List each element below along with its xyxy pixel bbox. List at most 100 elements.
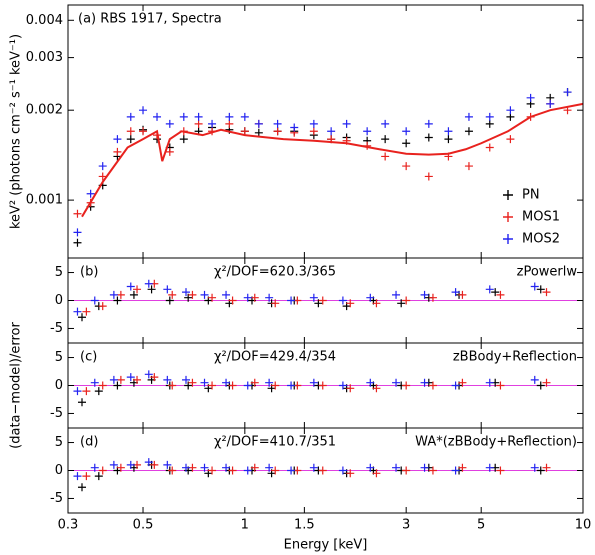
- legend-label: PN: [522, 188, 540, 203]
- data-point: [200, 290, 209, 299]
- data-point: [208, 119, 217, 128]
- data-point: [485, 463, 494, 472]
- data-point: [240, 112, 249, 121]
- y-tick-label: 0: [55, 463, 63, 478]
- data-point: [491, 288, 500, 297]
- data-point: [309, 127, 318, 136]
- legend-marker: [503, 190, 513, 200]
- data-point: [309, 293, 318, 302]
- data-point: [496, 290, 505, 299]
- data-point: [90, 296, 99, 305]
- data-point: [372, 469, 381, 478]
- data-point: [225, 119, 234, 128]
- data-point: [208, 293, 217, 302]
- data-point: [73, 387, 82, 396]
- data-point: [402, 381, 411, 390]
- data-point: [77, 313, 86, 322]
- data-point: [506, 106, 515, 115]
- data-point: [129, 290, 138, 299]
- data-point: [542, 288, 551, 297]
- data-point: [402, 296, 411, 305]
- data-point: [464, 112, 473, 121]
- data-point: [200, 378, 209, 387]
- data-point: [309, 378, 318, 387]
- data-point: [165, 119, 174, 128]
- data-point: [485, 112, 494, 121]
- data-point: [392, 290, 401, 299]
- data-point: [153, 112, 162, 121]
- legend-marker: [503, 234, 513, 244]
- data-point: [168, 466, 177, 475]
- data-point: [309, 463, 318, 472]
- data-point: [424, 119, 433, 128]
- data-point: [542, 463, 551, 472]
- data-point: [506, 135, 515, 144]
- data-point: [381, 119, 390, 128]
- data-point: [265, 293, 274, 302]
- data-point: [77, 398, 86, 407]
- data-point: [73, 238, 82, 247]
- data-point: [397, 299, 406, 308]
- data-point: [90, 378, 99, 387]
- data-point: [163, 375, 172, 384]
- x-tick-label: 3: [402, 518, 410, 533]
- data-point: [113, 296, 122, 305]
- data-point: [113, 147, 122, 156]
- data-point: [424, 172, 433, 181]
- data-point: [458, 463, 467, 472]
- data-point: [179, 135, 188, 144]
- data-point: [444, 135, 453, 144]
- y-tick-label: -5: [50, 406, 63, 421]
- data-point: [133, 375, 142, 384]
- data-point: [73, 472, 82, 481]
- data-point: [338, 296, 347, 305]
- data-point: [168, 290, 177, 299]
- data-point: [536, 466, 545, 475]
- data-point: [116, 290, 125, 299]
- data-point: [109, 290, 118, 299]
- data-point: [563, 88, 572, 97]
- data-point: [372, 384, 381, 393]
- data-point: [250, 463, 259, 472]
- data-point: [265, 463, 274, 472]
- data-point: [428, 466, 437, 475]
- data-point: [366, 378, 375, 387]
- data-point: [179, 112, 188, 121]
- data-point: [458, 290, 467, 299]
- data-point: [402, 139, 411, 148]
- data-point: [126, 460, 135, 469]
- data-point: [273, 119, 282, 128]
- data-point: [147, 285, 156, 294]
- data-point: [287, 381, 296, 390]
- data-point: [546, 99, 555, 108]
- data-point: [250, 378, 259, 387]
- data-point: [94, 472, 103, 481]
- x-tick-label: 1: [241, 518, 249, 533]
- data-point: [309, 119, 318, 128]
- model-name: WA*(zBBody+Reflection): [415, 435, 577, 450]
- data-point: [381, 152, 390, 161]
- data-point: [287, 296, 296, 305]
- data-point: [451, 381, 460, 390]
- statistic: χ²/DOF=410.7/351: [214, 435, 336, 450]
- data-point: [496, 466, 505, 475]
- data-point: [208, 466, 217, 475]
- data-point: [254, 119, 263, 128]
- data-point: [168, 381, 177, 390]
- data-point: [188, 290, 197, 299]
- data-point: [342, 119, 351, 128]
- data-point: [318, 466, 327, 475]
- panel-label: (d): [80, 435, 98, 450]
- data-point: [451, 288, 460, 297]
- data-point: [182, 463, 191, 472]
- data-point: [116, 375, 125, 384]
- data-point: [243, 466, 252, 475]
- data-point: [182, 375, 191, 384]
- data-point: [98, 302, 107, 311]
- data-point: [150, 373, 159, 382]
- data-point: [144, 370, 153, 379]
- x-tick-label: 10: [575, 518, 592, 533]
- data-point: [243, 293, 252, 302]
- data-point: [144, 458, 153, 467]
